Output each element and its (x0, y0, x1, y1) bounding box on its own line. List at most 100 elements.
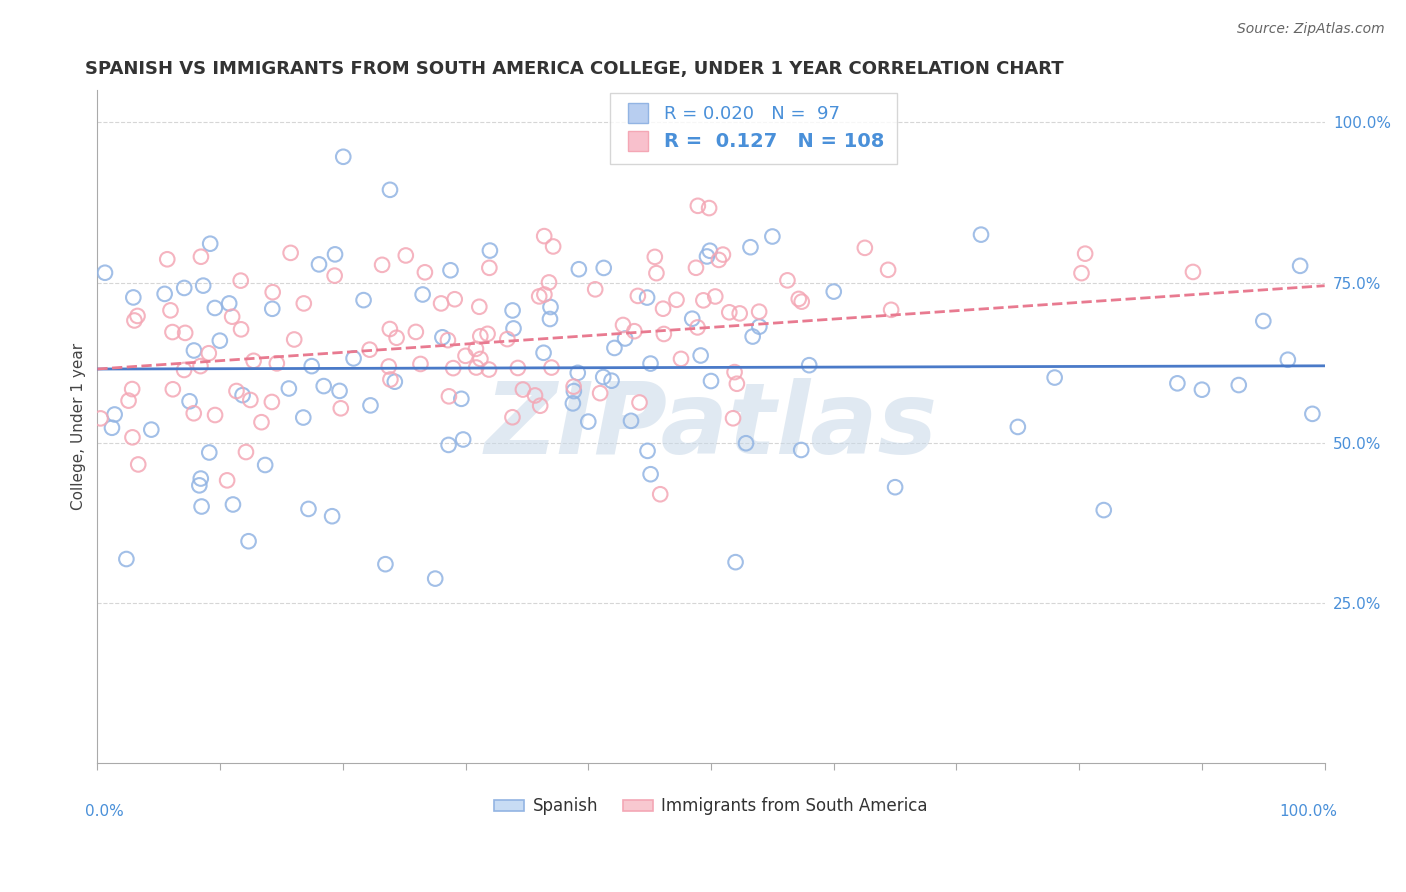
Point (728, 306, 751, 320)
Point (502, 303, 524, 318)
Point (297, 502, 319, 516)
Point (735, 436, 758, 450)
Point (533, 345, 555, 359)
Point (101, 421, 124, 435)
Point (190, 250, 212, 264)
Point (644, 250, 666, 264)
Point (637, 443, 659, 458)
Point (443, 292, 465, 306)
Point (561, 396, 583, 410)
Text: ZIPatlas: ZIPatlas (485, 378, 938, 475)
Point (292, 410, 315, 425)
Point (262, 301, 284, 316)
Point (173, 281, 195, 295)
Point (1043, 370, 1066, 384)
Point (645, 266, 668, 280)
Point (159, 303, 181, 318)
Point (198, 445, 221, 459)
Point (496, 332, 519, 346)
Point (465, 360, 488, 375)
Point (592, 370, 614, 384)
Point (612, 318, 634, 332)
Point (707, 252, 730, 267)
Point (360, 398, 382, 412)
Point (260, 395, 283, 409)
Point (468, 300, 491, 314)
Point (188, 478, 211, 492)
Point (1289, 259, 1312, 273)
Point (669, 351, 692, 366)
Point (183, 343, 205, 358)
Point (650, 487, 672, 501)
Point (761, 229, 783, 244)
Point (741, 329, 763, 343)
Point (413, 265, 436, 279)
Point (222, 498, 245, 512)
Point (193, 278, 215, 293)
Point (681, 311, 703, 326)
Text: 100.0%: 100.0% (1279, 804, 1337, 819)
Point (179, 394, 201, 409)
Point (1227, 378, 1250, 392)
Point (636, 291, 658, 305)
Point (332, 150, 354, 164)
Point (301, 359, 323, 373)
Point (787, 292, 810, 306)
Point (506, 361, 529, 376)
Point (204, 301, 226, 315)
Point (583, 282, 606, 296)
Point (884, 480, 907, 494)
Point (321, 509, 343, 524)
Point (589, 386, 612, 401)
Point (292, 296, 315, 310)
Point (692, 293, 714, 308)
Point (700, 374, 723, 388)
Point (478, 362, 501, 376)
Point (430, 296, 453, 310)
Point (501, 410, 523, 425)
Point (502, 321, 524, 335)
Point (1007, 420, 1029, 434)
Point (425, 572, 447, 586)
Point (162, 325, 184, 339)
Point (562, 384, 585, 398)
Point (208, 334, 231, 348)
Point (748, 304, 770, 318)
Point (308, 257, 330, 271)
Point (627, 289, 650, 303)
Point (374, 557, 396, 571)
Point (478, 244, 501, 258)
Point (823, 285, 845, 299)
Point (451, 433, 474, 447)
Point (527, 289, 550, 303)
Point (353, 293, 375, 307)
Point (470, 351, 492, 366)
Point (853, 241, 876, 255)
Point (117, 393, 139, 408)
Point (614, 331, 637, 345)
Point (541, 239, 564, 253)
Point (790, 294, 813, 309)
Point (689, 349, 711, 363)
Point (437, 438, 460, 452)
Point (218, 296, 240, 310)
Point (225, 384, 247, 398)
Point (540, 360, 562, 375)
Point (328, 384, 350, 398)
Point (533, 287, 555, 301)
Point (162, 382, 184, 396)
Point (173, 363, 195, 377)
Point (437, 389, 460, 403)
Point (640, 357, 662, 371)
Point (238, 534, 260, 549)
Point (127, 458, 149, 472)
Point (380, 372, 402, 386)
Point (567, 366, 589, 380)
Point (600, 374, 623, 388)
Point (477, 326, 499, 341)
Point (283, 333, 305, 347)
Point (141, 423, 163, 437)
Point (121, 382, 143, 396)
Point (524, 388, 547, 402)
Point (183, 406, 205, 420)
